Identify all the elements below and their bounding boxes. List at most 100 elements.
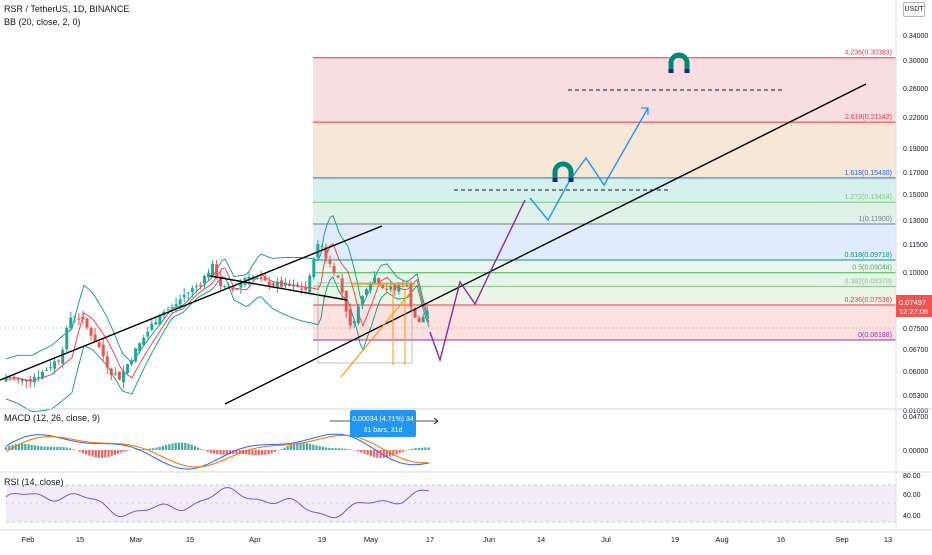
macd-histogram-bar (101, 450, 103, 458)
candle-body (130, 360, 133, 364)
candle-body (183, 295, 186, 297)
measure-value: 0.00034 (4.71%) 34 (352, 416, 414, 423)
time-tick-label: 14 (537, 535, 545, 544)
currency-badge[interactable]: USDT (903, 2, 925, 17)
candle-body (284, 283, 287, 286)
fib-label-0: 0(0.06188) (858, 332, 892, 339)
rsi-tick-label: 60.00 (903, 492, 921, 499)
candle-body (45, 370, 48, 371)
candle-body (73, 317, 76, 318)
price-tick-label: 0.17000 (903, 170, 928, 177)
macd-indicator-label[interactable]: MACD (12, 26, close, 9) (4, 413, 100, 423)
macd-histogram-bar (203, 450, 205, 451)
macd-histogram-bar (395, 450, 397, 454)
candle-body (329, 260, 332, 264)
macd-histogram-bar (306, 443, 308, 450)
candle-body (333, 266, 336, 273)
candle-body (65, 328, 68, 349)
macd-histogram-bar (255, 450, 257, 455)
macd-histogram-bar (299, 443, 301, 450)
candle-body (171, 307, 174, 308)
candle-body (69, 318, 72, 329)
time-tick-label: 17 (426, 535, 434, 544)
macd-histogram-bar (149, 449, 151, 450)
macd-histogram-bar (248, 450, 250, 455)
candle-body (357, 307, 360, 324)
macd-histogram-bar (120, 450, 122, 453)
price-tick-label: 0.10000 (903, 270, 928, 277)
macd-histogram-bar (178, 443, 180, 450)
candle-body (272, 283, 275, 285)
candle-body (175, 304, 178, 306)
candle-body (361, 296, 364, 304)
macd-histogram-bar (335, 448, 337, 450)
macd-histogram-bar (399, 450, 401, 453)
time-tick-label: 16 (777, 535, 785, 544)
macd-histogram-bar (197, 448, 199, 450)
candle-body (29, 379, 32, 380)
time-tick-label: 19 (671, 535, 679, 544)
candle-body (195, 286, 198, 287)
candle-body (397, 285, 400, 291)
macd-histogram-bar (168, 444, 170, 450)
macd-histogram-bar (40, 446, 42, 450)
macd-histogram-bar (34, 445, 36, 450)
macd-histogram-bar (107, 450, 109, 457)
macd-histogram-bar (290, 445, 292, 450)
macd-histogram-bar (418, 448, 420, 450)
bb-indicator-label[interactable]: BB (20, close, 2, 0) (4, 17, 81, 27)
time-tick-label: Jun (483, 535, 495, 544)
rsi-band-fill (6, 485, 896, 522)
macd-histogram-bar (123, 450, 125, 452)
candle-body (49, 367, 52, 368)
candle-body (37, 377, 40, 378)
candle-body (94, 335, 97, 342)
time-tick-label: Mar (130, 535, 143, 544)
macd-histogram-bar (53, 447, 55, 450)
rsi-tick-label: 40.00 (903, 513, 921, 520)
time-tick-label: Aug (715, 535, 728, 544)
macd-histogram-bar (85, 450, 87, 454)
macd-histogram-bar (405, 450, 407, 451)
macd-histogram-bar (424, 447, 426, 450)
candle-body (405, 285, 408, 286)
candle-body (260, 277, 263, 279)
price-tick-label: 0.04700 (903, 414, 928, 421)
macd-histogram-bar (104, 450, 106, 458)
macd-histogram-bar (187, 444, 189, 450)
candle-body (179, 299, 182, 304)
macd-histogram-bar (258, 450, 260, 455)
last-price-value: 0.07497 (899, 298, 926, 307)
rsi-indicator-label[interactable]: RSI (14, close) (4, 477, 64, 487)
fib-label-2.618: 2.618(0.21142) (845, 114, 892, 121)
candle-body (268, 282, 271, 286)
macd-histogram-bar (363, 450, 365, 454)
macd-histogram-bar (98, 450, 100, 458)
fib-label-1.618: 1.618(0.15430) (845, 170, 892, 177)
macd-histogram-bar (82, 450, 84, 453)
candle-body (61, 350, 64, 364)
macd-histogram-bar (367, 450, 369, 455)
candle-body (300, 289, 303, 290)
fib-label-1: 1(0.11900) (859, 216, 892, 223)
macd-histogram-bar (159, 447, 161, 450)
fib-label-4.236: 4.236(0.30383) (845, 50, 892, 57)
time-tick-label: Jul (601, 535, 611, 544)
candle-body (337, 275, 340, 277)
macd-histogram-bar (415, 448, 417, 450)
candle-body (365, 289, 368, 295)
macd-histogram-bar (72, 449, 74, 450)
macd-histogram-bar (216, 450, 218, 454)
macd-histogram-bar (59, 447, 61, 450)
price-tick-label: 0.13000 (903, 218, 928, 225)
macd-histogram-bar (56, 447, 58, 450)
candle-body (377, 278, 380, 284)
macd-histogram-bar (357, 450, 359, 451)
macd-histogram-bar (127, 450, 129, 451)
candle-body (158, 316, 161, 325)
macd-histogram-bar (50, 447, 52, 450)
measure-bars: 31 bars, 31d (364, 427, 403, 434)
candle-body (118, 372, 121, 380)
